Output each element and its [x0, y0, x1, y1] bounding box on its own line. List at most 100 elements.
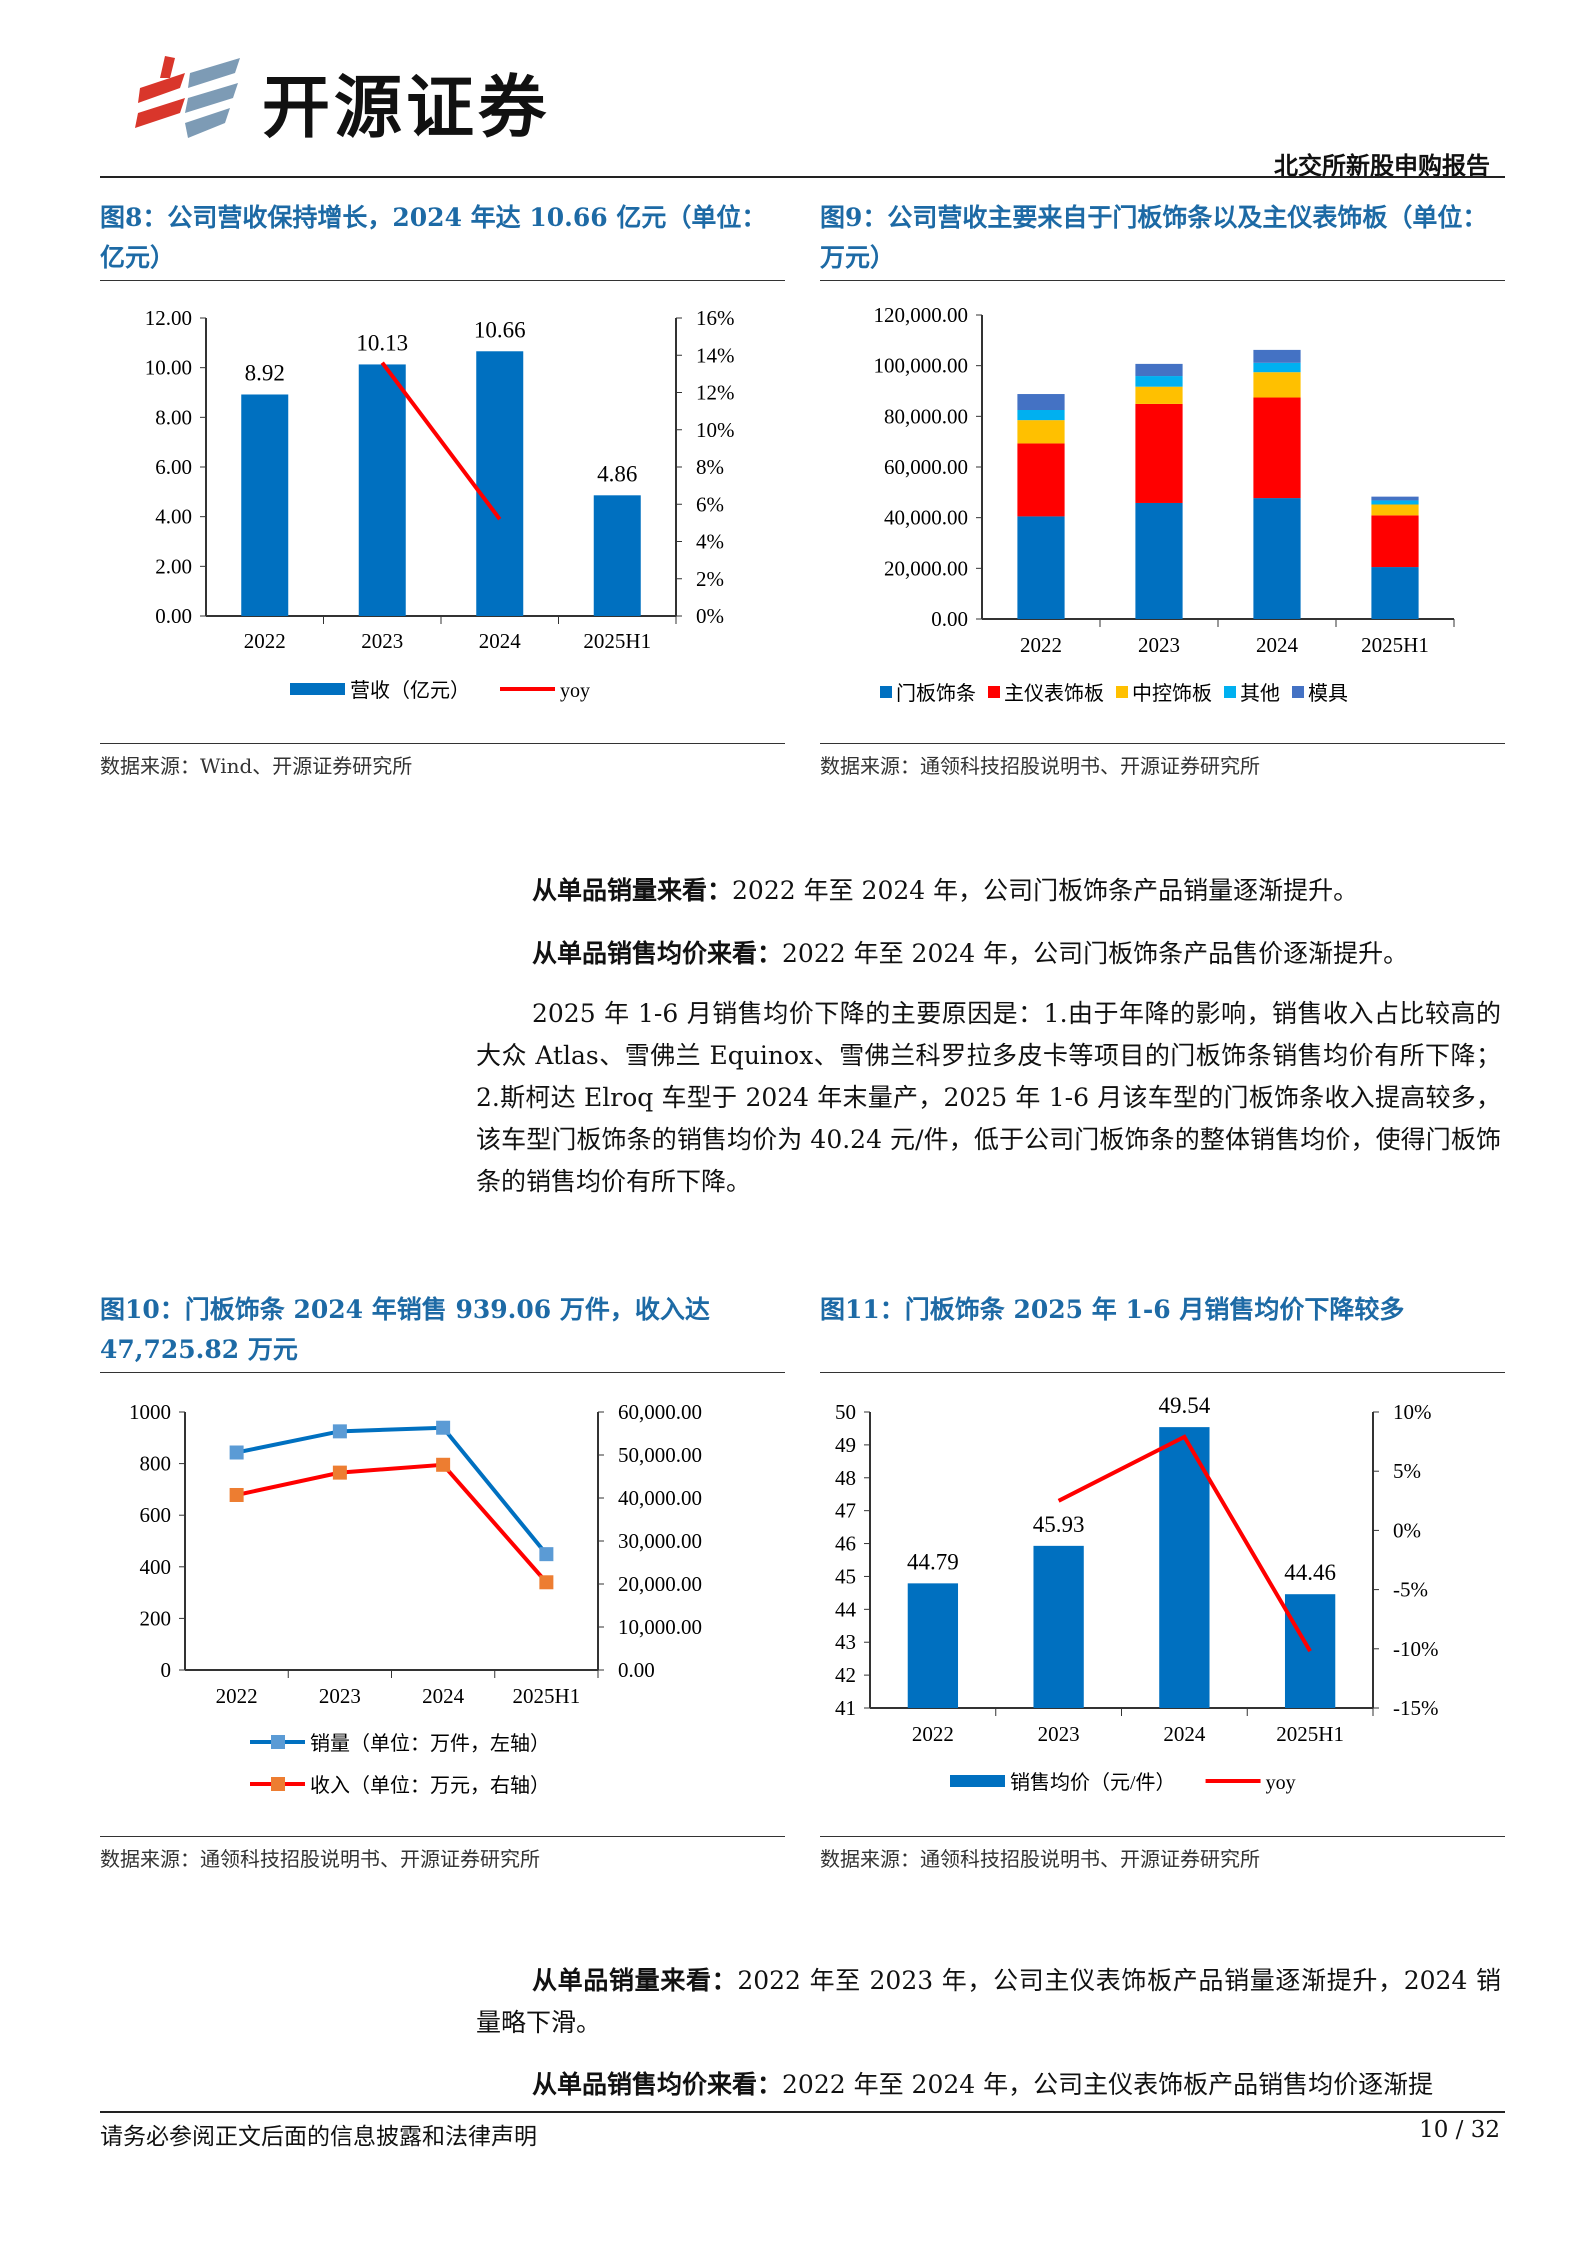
y-left-tick-label: 49 [835, 1433, 856, 1457]
legend-swatch [1116, 686, 1128, 698]
y-right-tick-label: 8% [696, 455, 724, 479]
bar [1033, 1545, 1084, 1708]
bar-segment [1135, 376, 1183, 387]
bar-segment [1135, 363, 1183, 377]
y-right-tick-label: -5% [1393, 1578, 1428, 1602]
bar [593, 495, 641, 616]
para-text: 2022 年至 2024 年，公司主仪表饰板产品销售均价逐渐提 [782, 2070, 1434, 2099]
bar [1159, 1427, 1210, 1708]
y-right-tick-label: 4% [696, 530, 724, 554]
divider [820, 280, 1505, 281]
bar-segment [1371, 504, 1419, 516]
data-point [332, 1465, 347, 1480]
legend-label: yoy [560, 680, 590, 702]
x-tick-label: 2022 [244, 629, 286, 653]
bar-segment [1253, 498, 1301, 619]
y-left-tick-label: 2.00 [155, 554, 192, 578]
y-left-tick-label: 46 [835, 1532, 856, 1556]
y-left-tick-label: 800 [140, 1452, 172, 1476]
fig11-title: 图11：门板饰条 2025 年 1-6 月销售均价下降较多 [820, 1295, 1405, 1324]
data-label: 49.54 [1159, 1393, 1211, 1418]
x-tick-label: 2025H1 [583, 629, 651, 653]
y-left-tick-label: 6.00 [155, 455, 192, 479]
bar-segment [1017, 420, 1065, 444]
fig11-chart: 41 42 43 44 45 46 47 48 49 50 -15% -10% -5% 0% 5% 10% 20… [835, 1393, 1439, 1794]
bar-segment [1017, 410, 1065, 421]
logo-icon [135, 56, 240, 138]
y-left-tick-label: 42 [835, 1663, 856, 1687]
legend-label: 门板饰条 [896, 682, 976, 705]
y-left-tick-label: 80,000.00 [884, 404, 968, 428]
x-tick-label: 2024 [1256, 633, 1299, 657]
legend-label: yoy [1266, 1772, 1296, 1794]
divider [100, 1372, 785, 1373]
series-line [380, 361, 502, 521]
paragraph-5: 从单品销售均价来看：2022 年至 2024 年，公司主仪表饰板产品销售均价逐渐… [476, 2064, 1501, 2106]
data-point [229, 1445, 244, 1460]
legend-label: 主仪表饰板 [1004, 682, 1104, 705]
legend-swatch [1292, 686, 1304, 698]
y-left-tick-label: 600 [140, 1503, 172, 1527]
data-point [332, 1424, 347, 1439]
y-left-tick-label: 200 [140, 1606, 172, 1630]
series-line [236, 1462, 548, 1584]
x-tick-label: 2022 [912, 1722, 954, 1746]
data-point [436, 1457, 451, 1472]
y-left-tick-label: 100,000.00 [874, 354, 969, 378]
para-lead: 从单品销售均价来看： [532, 939, 783, 968]
y-left-tick-label: 12.00 [145, 306, 192, 330]
divider [100, 280, 785, 281]
fig9-title: 图9：公司营收主要来自于门板饰条以及主仪表饰板（单位：万元） [820, 203, 1488, 272]
y-left-tick-label: 47 [835, 1499, 856, 1523]
bar [241, 394, 289, 616]
x-tick-label: 2024 [479, 629, 522, 653]
y-right-tick-label: 30,000.00 [618, 1529, 702, 1553]
x-tick-label: 2024 [422, 1684, 465, 1708]
bar-segment [1135, 403, 1183, 503]
y-right-tick-label: 50,000.00 [618, 1443, 702, 1467]
data-point [229, 1487, 244, 1502]
fig11-source: 数据来源：通领科技招股说明书、开源证券研究所 [820, 1847, 1260, 1871]
data-label: 44.79 [907, 1549, 959, 1574]
para-lead: 从单品销售均价来看： [532, 2070, 783, 2099]
report-type: 北交所新股申购报告 [1274, 151, 1490, 180]
y-left-tick-label: 120,000.00 [874, 303, 969, 327]
footer-rule [100, 2111, 1505, 2113]
fig10-chart: 0 200 400 600 800 1000 0.00 10,000.00 20,000.00 3… [129, 1400, 702, 1797]
fig8-chart: 0.00 2.00 4.00 6.00 8.00 10.00 12.00 0% 2% 4% 6% 8%… [145, 306, 735, 702]
fig9-chart: 0.00 20,000.00 40,000.00 60,000.00 80,000.00… [874, 303, 1455, 705]
bar-segment [1017, 443, 1065, 517]
fig8-source: 数据来源：Wind、开源证券研究所 [100, 754, 413, 778]
y-right-tick-label: 6% [696, 492, 724, 516]
data-point [539, 1547, 554, 1562]
x-tick-label: 2025H1 [1276, 1722, 1344, 1746]
y-right-tick-label: 5% [1393, 1459, 1421, 1483]
legend-swatch [950, 1775, 1005, 1787]
y-right-tick-label: 20,000.00 [618, 1572, 702, 1596]
bar-segment [1135, 502, 1183, 619]
data-point [436, 1420, 451, 1435]
y-right-tick-label: 60,000.00 [618, 1400, 702, 1424]
bar-segment [1371, 500, 1419, 505]
legend-swatch [290, 683, 345, 695]
y-left-tick-label: 0.00 [155, 604, 192, 628]
legend-swatch [988, 686, 1000, 698]
series-line [1057, 1434, 1312, 1653]
series-line [236, 1425, 548, 1556]
paragraph-2: 从单品销售均价来看：2022 年至 2024 年，公司门板饰条产品售价逐渐提升。 [476, 933, 1501, 975]
y-left-tick-label: 41 [835, 1696, 856, 1720]
y-left-tick-label: 20,000.00 [884, 556, 968, 580]
y-right-tick-label: -10% [1393, 1637, 1439, 1661]
divider [100, 743, 785, 744]
bar-segment [1253, 397, 1301, 499]
header-rule [100, 176, 1505, 178]
paragraph-1: 从单品销量来看：2022 年至 2024 年，公司门板饰条产品销量逐渐提升。 [476, 870, 1501, 912]
y-left-tick-label: 43 [835, 1630, 856, 1654]
page-number: 10 / 32 [1419, 2117, 1500, 2143]
y-right-tick-label: 0% [1393, 1518, 1421, 1542]
x-tick-label: 2022 [216, 1684, 258, 1708]
bar-segment [1253, 349, 1301, 363]
data-label: 10.66 [474, 317, 526, 342]
footer-disclaimer: 请务必参阅正文后面的信息披露和法律声明 [100, 2124, 537, 2150]
